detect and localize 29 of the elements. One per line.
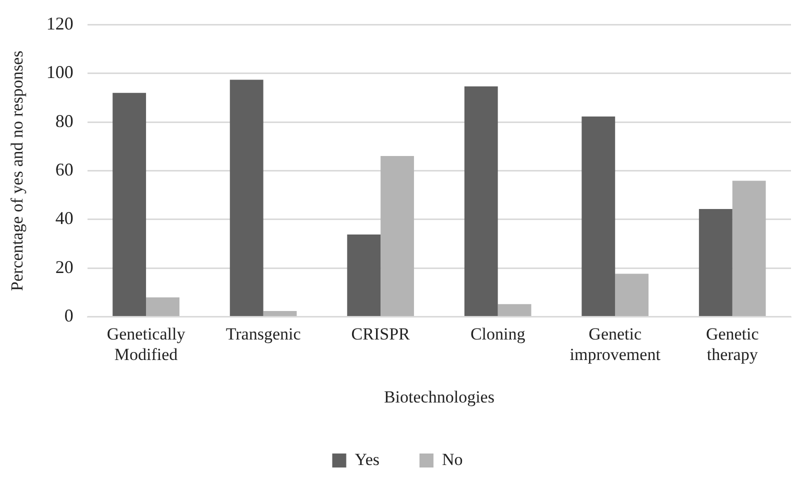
bar — [380, 156, 414, 316]
bar — [698, 209, 732, 316]
legend-label: Yes — [354, 450, 380, 469]
bar — [464, 86, 498, 316]
y-tick-label: 20 — [55, 256, 74, 277]
bar — [230, 80, 264, 316]
x-tick-label: Genetic therapy — [706, 324, 760, 364]
bar — [263, 310, 297, 316]
x-tick-label: CRISPR — [351, 324, 411, 344]
x-tick-label: Genetic improvement — [570, 324, 661, 364]
y-tick-label: 80 — [55, 110, 74, 131]
bar — [615, 274, 649, 316]
bar — [582, 116, 616, 316]
bar — [732, 180, 766, 316]
x-tick-label: Genetically Modified — [106, 324, 186, 364]
y-tick-label: 100 — [46, 62, 74, 82]
bar — [112, 92, 146, 316]
bar — [347, 234, 381, 316]
y-tick-label: 40 — [55, 208, 74, 228]
y-axis-title: Percentage of yes and no responses — [8, 50, 27, 291]
y-tick-label: 120 — [46, 14, 74, 34]
y-tick-label: 60 — [55, 160, 74, 180]
x-tick-label: Cloning — [470, 324, 526, 344]
x-tick-label: Transgenic — [226, 324, 302, 344]
x-axis-title: Biotechnologies — [384, 387, 494, 406]
bar — [498, 304, 532, 316]
bar — [146, 297, 180, 316]
y-tick-label: 0 — [64, 306, 74, 326]
legend-label: No — [442, 450, 463, 469]
